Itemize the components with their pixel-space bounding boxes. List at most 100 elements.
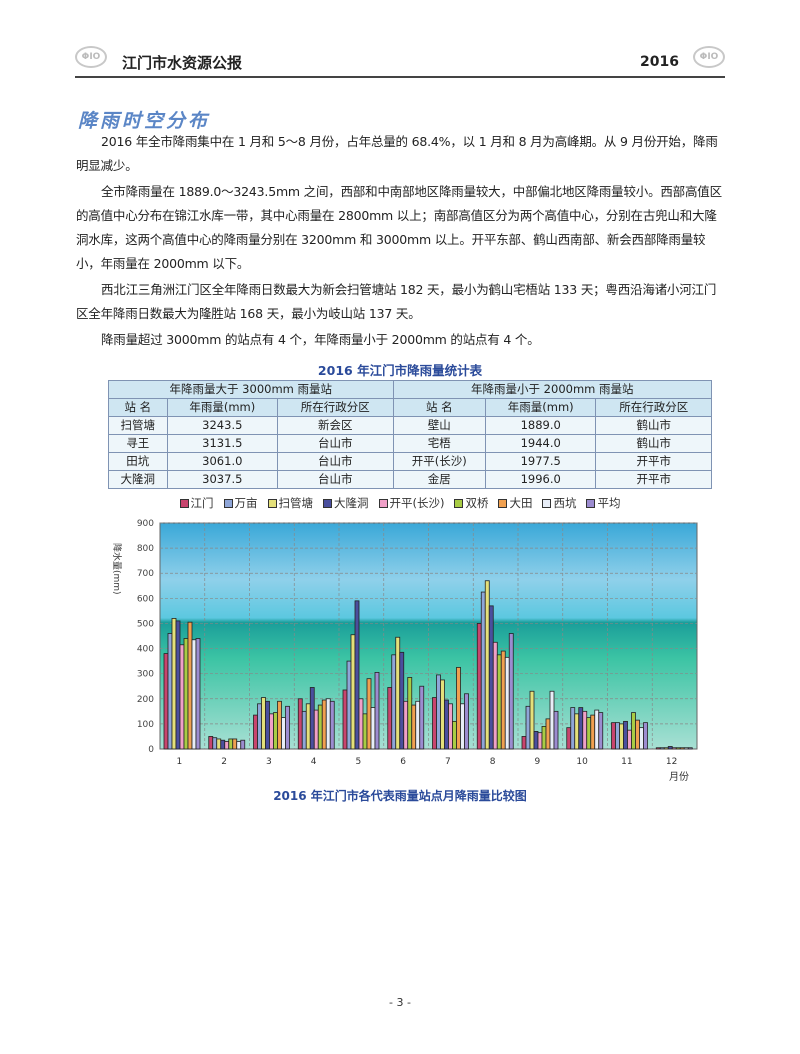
bar-江门-1 [163,653,169,750]
bar-大田-6 [411,704,417,750]
bar-万亩-2 [212,737,218,750]
bar-扫管塘-11 [619,723,624,750]
bar-双桥-12 [675,747,681,750]
legend-swatch [586,499,596,508]
bar-扫管塘-2 [216,738,222,750]
x-tick-label: 7 [445,757,451,767]
page-number: - 3 - [389,996,411,1009]
table-cell: 扫管塘 [108,416,168,435]
legend-item: 西坑 [542,496,576,510]
table-cell: 金居 [392,470,486,489]
y-tick-label: 300 [137,670,154,680]
legend-item: 大田 [498,496,532,510]
table-cell: 3131.5 [166,434,279,453]
y-tick-label: 700 [137,569,154,579]
bar-大田-4 [321,699,327,750]
bar-西坑-10 [594,709,600,750]
bar-开平(长沙)-10 [582,710,588,750]
bar-大隆洞-11 [623,720,628,750]
chart-caption: 2016 年江门市各代表雨量站点月降雨量比较图 [273,789,527,803]
bar-大田-11 [635,719,640,750]
bar-开平(长沙)-9 [537,732,543,750]
y-tick-label: 200 [137,695,154,705]
bar-江门-5 [342,689,348,750]
logo-mark: ΦΙΟ [693,46,725,68]
x-tick-label: 1 [177,757,183,767]
bar-万亩-6 [391,654,397,750]
legend-swatch [498,499,508,508]
table-row: 田坑 3061.0 台山市 开平(长沙) 1977.5 开平市 [108,452,712,471]
bar-万亩-11 [615,722,620,750]
x-tick-label: 5 [356,757,362,767]
table-cell: 新会区 [277,416,394,435]
bar-扫管塘-6 [395,636,401,750]
bar-平均-4 [329,700,335,750]
bar-平均-2 [240,739,246,750]
column-header: 站 名 [108,398,168,417]
table-cell: 1996.0 [484,470,597,489]
bar-大隆洞-10 [578,707,584,750]
table-cell: 台山市 [277,434,394,453]
header-year: 2016 [640,54,679,70]
bar-双桥-5 [362,713,368,750]
bar-开平(长沙)-6 [403,700,409,750]
bar-扫管塘-12 [663,747,669,750]
bar-大田-7 [456,666,461,750]
y-tick-label: 100 [137,720,154,730]
bar-双桥-4 [317,704,323,750]
legend-swatch [323,499,332,508]
rainfall-stats-table: 年降雨量大于 3000mm 雨量站 年降雨量小于 2000mm 雨量站 站 名年… [108,380,713,489]
y-tick-label: 400 [137,645,154,655]
bar-江门-3 [253,714,258,750]
bar-西坑-6 [415,700,421,750]
bar-开平(长沙)-7 [448,703,453,750]
table-row: 寻王 3131.5 台山市 宅梧 1944.0 鹤山市 [108,434,712,453]
bar-西坑-3 [281,717,286,750]
group-header: 年降雨量大于 3000mm 雨量站 [108,380,394,399]
bar-扫管塘-10 [574,713,580,750]
legend-item: 江门 [179,496,214,510]
bar-大田-8 [500,650,506,750]
bar-开平(长沙)-3 [269,713,274,750]
legend-label: 扫管塘 [278,496,314,510]
bar-平均-12 [687,747,693,750]
bar-双桥-8 [496,654,502,750]
bar-西坑-7 [460,703,465,750]
bar-双桥-9 [541,725,547,750]
legend-label: 平均 [597,496,621,510]
logo-left: ΦΙΟ [74,44,108,68]
bar-江门-11 [611,722,616,750]
bar-万亩-8 [480,591,486,750]
table-row: 扫管塘 3243.5 新会区 壁山 1889.0 鹤山市 [108,416,712,435]
table-title: 2016 年江门市降雨量统计表 [317,363,483,378]
legend-item: 扫管塘 [267,496,314,510]
bar-双桥-3 [273,712,278,750]
legend-swatch [542,499,552,508]
bar-江门-9 [521,736,527,750]
bar-万亩-7 [436,674,441,750]
bar-大隆洞-4 [309,687,315,750]
legend-swatch [267,499,277,508]
bar-西坑-11 [639,727,644,750]
table-cell: 3243.5 [166,416,279,435]
legend-item: 双桥 [454,496,488,510]
bar-大隆洞-5 [354,600,360,750]
legend-swatch [179,499,189,508]
bar-大田-5 [366,678,372,750]
bar-大隆洞-3 [265,700,270,750]
bar-江门-8 [476,623,482,750]
bar-平均-1 [195,638,201,750]
header-divider [75,76,725,78]
table-group-header-row: 年降雨量大于 3000mm 雨量站 年降雨量小于 2000mm 雨量站 [108,380,713,399]
table-cell: 台山市 [277,470,394,489]
bar-双桥-7 [452,720,457,750]
bar-双桥-1 [183,638,189,750]
column-header: 站 名 [392,398,486,417]
bar-大隆洞-1 [175,620,181,750]
legend-item: 万亩 [223,496,258,510]
bar-平均-10 [598,712,604,750]
table-cell: 开平市 [595,470,712,489]
table-row: 大隆洞 3037.5 台山市 金居 1996.0 开平市 [108,470,712,489]
column-header: 所在行政分区 [277,398,394,417]
bar-平均-3 [285,705,290,750]
